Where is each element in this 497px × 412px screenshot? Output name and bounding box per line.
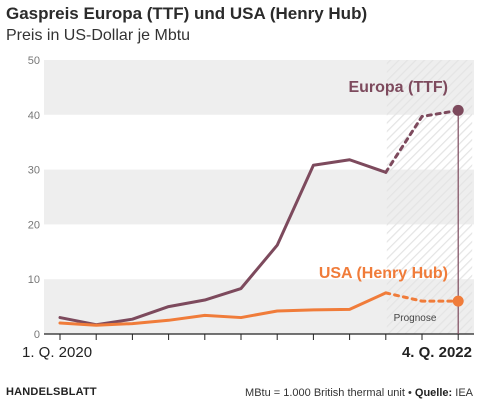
y-tick-label: 0 [34, 329, 40, 341]
forecast-area [386, 60, 473, 334]
series-end-point-usa [452, 295, 464, 307]
series-line-europe [58, 158, 388, 327]
y-tick-label: 30 [28, 165, 40, 177]
series-label-usa: USA (Henry Hub) [319, 265, 448, 282]
series-lines [58, 108, 460, 327]
unit-note: MBtu = 1.000 British thermal unit [245, 387, 405, 399]
y-axis-ticks: 0 10 20 30 40 50 [28, 55, 40, 341]
source-value: IEA [452, 387, 473, 399]
y-tick-label: 50 [28, 55, 40, 67]
x-axis-tick-marks [59, 334, 459, 340]
publisher-brand: HANDELSBLATT [6, 386, 97, 398]
footer-note: MBtu = 1.000 British thermal unit • Quel… [245, 387, 473, 399]
chart-title: Gaspreis Europa (TTF) und USA (Henry Hub… [6, 4, 368, 23]
y-tick-label: 40 [28, 110, 40, 122]
chart-subtitle: Preis in US-Dollar je Mbtu [6, 27, 191, 44]
footer-separator: • [404, 387, 415, 399]
series-end-point-europe [452, 104, 464, 116]
x-tick-label-last: 4. Q. 2022 [402, 344, 472, 361]
forecast-annotation: Prognose [394, 313, 437, 324]
source-label: Quelle: [414, 387, 453, 399]
series-line-usa [58, 291, 388, 327]
series-forecast-line-usa [384, 291, 460, 303]
x-tick-label-first: 1. Q. 2020 [22, 344, 92, 361]
y-tick-label: 20 [28, 219, 40, 231]
forecast-end-markers [452, 104, 464, 307]
series-label-europe: Europa (TTF) [348, 79, 448, 96]
series-forecast-line-europe [384, 108, 460, 174]
y-tick-label: 10 [28, 274, 40, 286]
